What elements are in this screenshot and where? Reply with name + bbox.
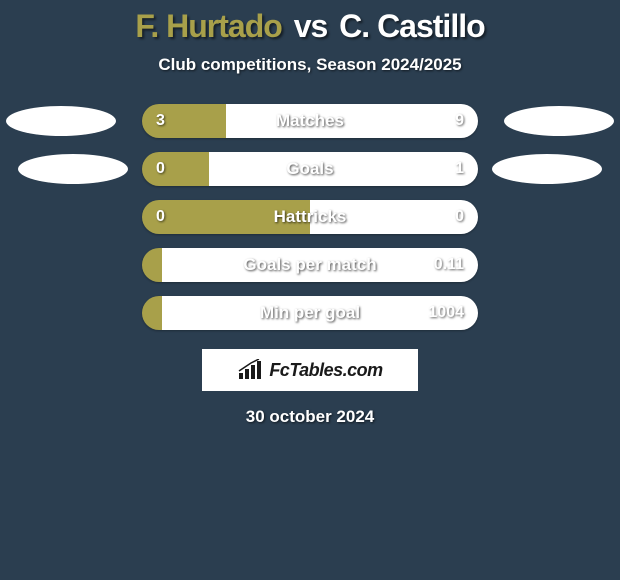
stat-row: 0 0 Hattricks: [0, 199, 620, 235]
player-ellipse-left: [6, 106, 116, 136]
stat-value-left: 0: [156, 208, 165, 226]
bar-segment-right: [226, 104, 478, 138]
stat-row: 1004 Min per goal: [0, 295, 620, 331]
stat-row: 0 1 Goals: [0, 151, 620, 187]
stat-value-right: 0.11: [434, 256, 464, 274]
logo-content: FcTables.com: [237, 359, 382, 381]
stat-row: 3 9 Matches: [0, 103, 620, 139]
stat-label: Goals per match: [243, 255, 376, 275]
stat-value-right: 0: [455, 208, 464, 226]
stat-bar: 0 0 Hattricks: [142, 200, 478, 234]
stat-label: Goals: [286, 159, 333, 179]
player2-name: C. Castillo: [339, 8, 484, 44]
bar-segment-left: [142, 104, 226, 138]
stat-value-right: 1004: [428, 304, 464, 322]
player-ellipse-left: [18, 154, 128, 184]
stat-row: 0.11 Goals per match: [0, 247, 620, 283]
stat-bar: 0 1 Goals: [142, 152, 478, 186]
stat-label: Hattricks: [274, 207, 347, 227]
bar-segment-left: [142, 296, 162, 330]
stat-bar: 0.11 Goals per match: [142, 248, 478, 282]
stat-label: Min per goal: [260, 303, 360, 323]
fctables-logo[interactable]: FcTables.com: [202, 349, 418, 391]
bar-segment-left: [142, 248, 162, 282]
stats-area: 3 9 Matches 0 1 Goals 0 0 Hattricks 0.11 Goals per…: [0, 103, 620, 331]
stat-value-left: 3: [156, 112, 165, 130]
player-ellipse-right: [504, 106, 614, 136]
stat-value-left: 0: [156, 160, 165, 178]
main-container: F. Hurtado vs C. Castillo Club competiti…: [0, 0, 620, 427]
stat-bar: 1004 Min per goal: [142, 296, 478, 330]
stat-value-right: 9: [455, 112, 464, 130]
bar-segment-left: [142, 152, 209, 186]
player1-name: F. Hurtado: [135, 8, 281, 44]
vs-text: vs: [294, 8, 328, 44]
player-ellipse-right: [492, 154, 602, 184]
bar-segment-right: [209, 152, 478, 186]
subtitle: Club competitions, Season 2024/2025: [158, 55, 461, 75]
comparison-title: F. Hurtado vs C. Castillo: [135, 8, 484, 45]
chart-icon: [237, 359, 263, 381]
stat-label: Matches: [276, 111, 344, 131]
stat-value-right: 1: [455, 160, 464, 178]
stat-bar: 3 9 Matches: [142, 104, 478, 138]
date-text: 30 october 2024: [246, 407, 375, 427]
logo-text: FcTables.com: [269, 360, 382, 381]
